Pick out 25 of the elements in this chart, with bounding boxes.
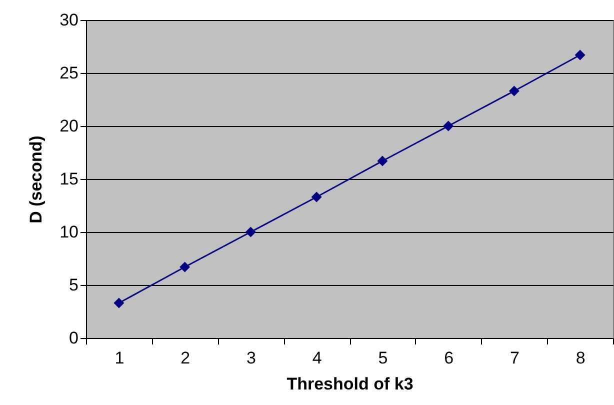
x-tick-label: 3 bbox=[246, 348, 256, 368]
y-tick-label: 20 bbox=[60, 116, 78, 136]
y-tick-label: 25 bbox=[60, 64, 78, 82]
y-tick-label: 5 bbox=[69, 276, 78, 294]
point bbox=[443, 120, 454, 132]
x-tick-label: 5 bbox=[378, 348, 388, 368]
x-tick-label: 4 bbox=[312, 348, 322, 368]
x-tick-label: 2 bbox=[180, 348, 190, 368]
y-axis-title: D (second) bbox=[26, 136, 46, 224]
x-tick-label: 1 bbox=[114, 348, 124, 368]
x-axis-title: Threshold of k3 bbox=[286, 374, 414, 394]
point bbox=[245, 226, 256, 238]
point bbox=[114, 298, 124, 308]
x-tick-label: 6 bbox=[444, 348, 454, 368]
point bbox=[311, 192, 322, 202]
y-tick-label: 30 bbox=[60, 10, 78, 30]
y-tick-label: 0 bbox=[69, 328, 78, 348]
point bbox=[574, 50, 586, 60]
point bbox=[377, 156, 388, 166]
x-tick-label: 7 bbox=[510, 348, 520, 368]
x-tick-label: 8 bbox=[576, 348, 586, 368]
y-tick-label: 10 bbox=[60, 222, 78, 242]
point bbox=[508, 86, 520, 96]
y-tick-label: 15 bbox=[60, 170, 78, 188]
point bbox=[180, 262, 190, 272]
